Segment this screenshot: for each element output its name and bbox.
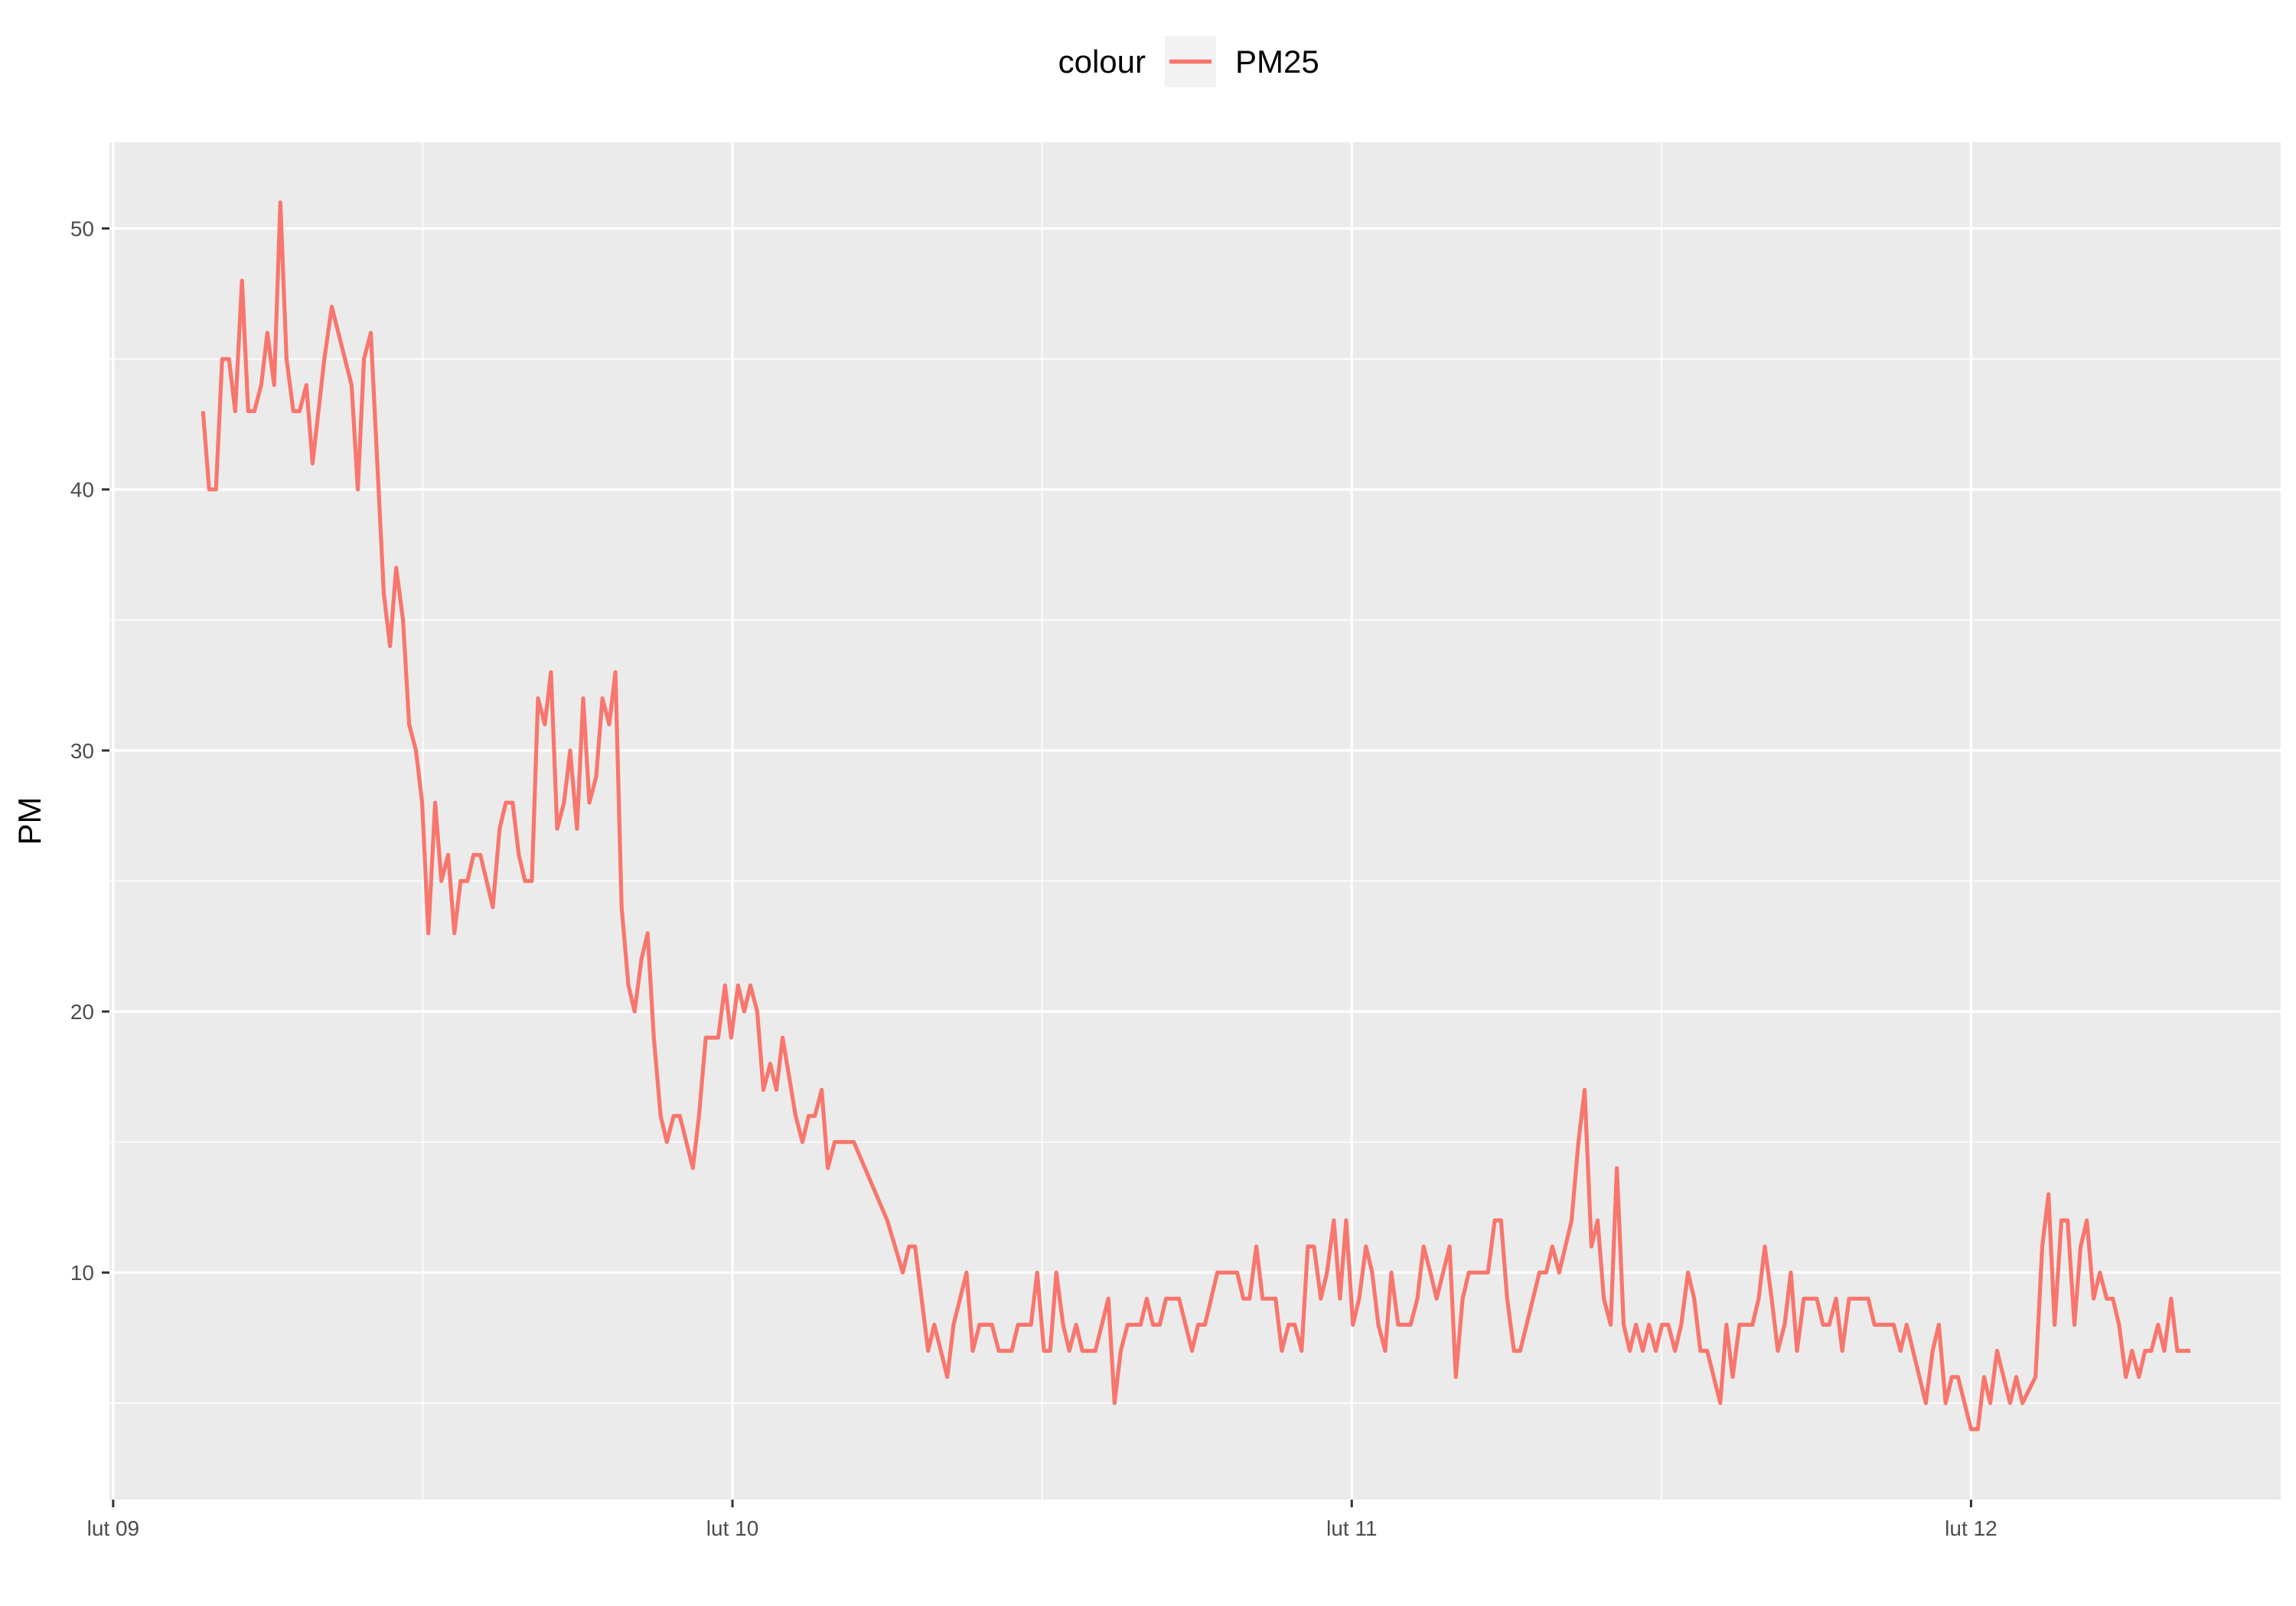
x-tick-label: lut 12 xyxy=(1945,1516,1998,1540)
y-tick-label: 10 xyxy=(70,1261,94,1285)
y-tick-label: 30 xyxy=(70,739,94,763)
y-tick-label: 50 xyxy=(70,217,94,241)
axes: 10 20 30 40 50 lut 09 lut 10 lut 11 lut 12 xyxy=(70,217,1998,1540)
x-tick-label: lut 10 xyxy=(706,1516,759,1540)
legend-title: colour xyxy=(1058,44,1146,80)
y-axis-title: PM xyxy=(11,797,47,845)
x-tick-label: lut 11 xyxy=(1326,1516,1377,1540)
series-layer xyxy=(201,200,2190,1432)
x-tick-label: lut 09 xyxy=(87,1516,140,1540)
legend-label-pm25: PM25 xyxy=(1235,44,1319,80)
series-line-pm25 xyxy=(201,200,2190,1432)
legend: colour PM25 xyxy=(1058,36,1319,87)
y-tick-label: 40 xyxy=(70,478,94,502)
y-tick-label: 20 xyxy=(70,1000,94,1024)
